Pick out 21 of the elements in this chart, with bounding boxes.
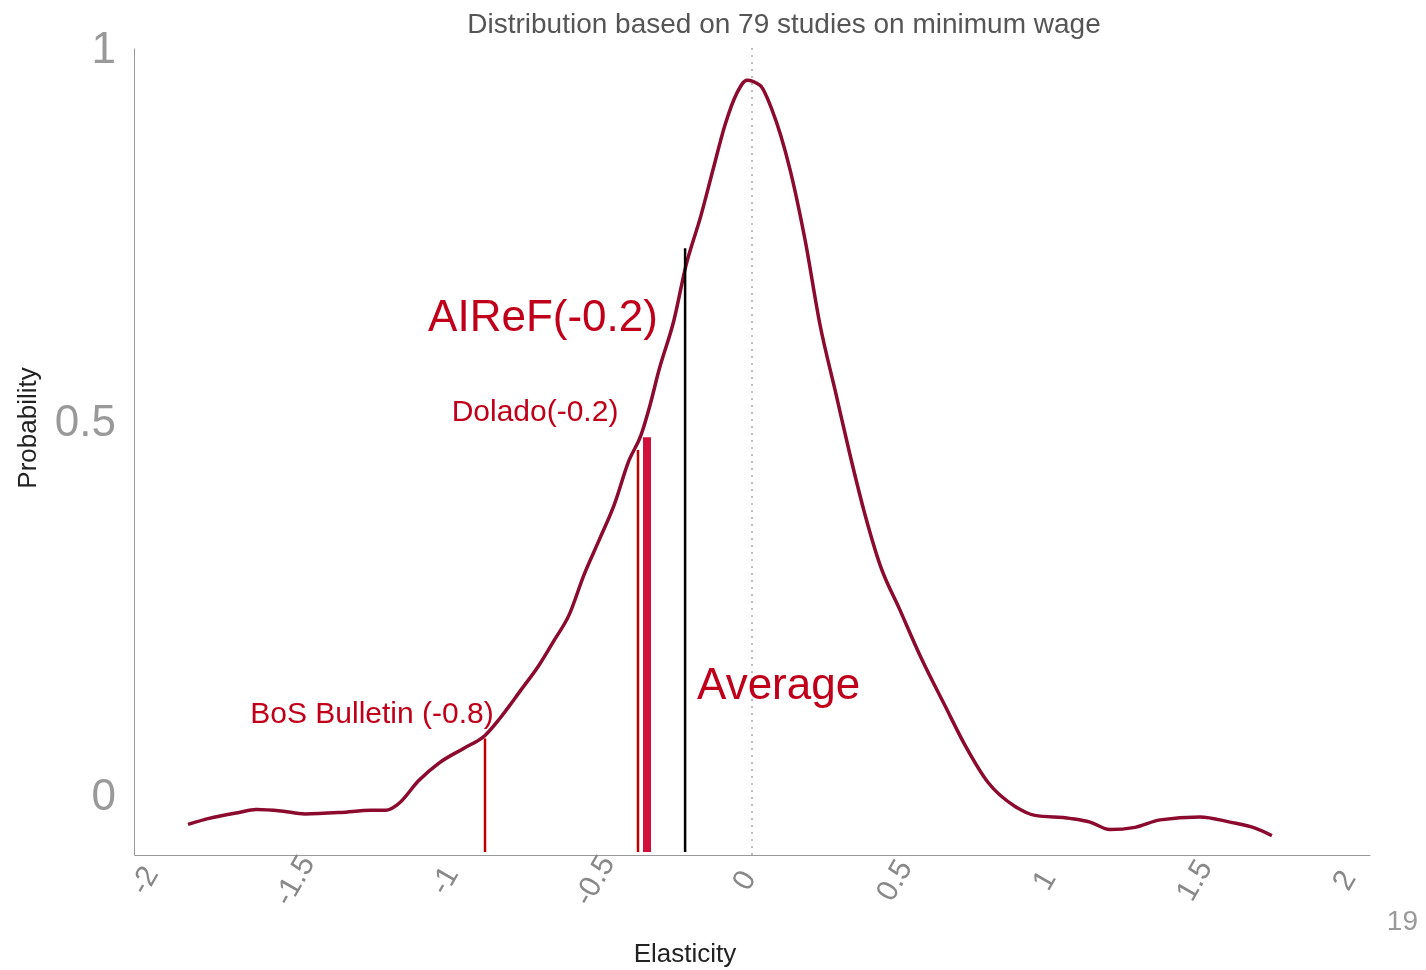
x-tick-label: -1	[422, 859, 465, 900]
y-tick-label: 1	[91, 22, 116, 72]
x-tick-label: -1.5	[266, 849, 321, 911]
x-tick-label: 1	[1024, 864, 1062, 896]
y-tick-label: 0	[91, 769, 116, 819]
annotation: Dolado(-0.2)	[451, 393, 619, 427]
x-tick-label: 1.5	[1168, 853, 1219, 907]
x-tick-label: 2	[1324, 864, 1362, 896]
annotation: AIReF(-0.2)	[428, 290, 658, 340]
text: 19	[1386, 905, 1418, 936]
annotation: Average	[697, 658, 861, 708]
x-tick-label: 0	[724, 864, 762, 896]
y-axis-title: Probability	[12, 367, 42, 489]
chart-title: Distribution based on 79 studies on minimum wage	[467, 8, 1101, 39]
x-axis-title: Elasticity	[633, 938, 737, 968]
line-series	[186, 78, 1274, 838]
y-tick-label: 0.5	[54, 396, 116, 446]
x-tick-label: -2	[122, 859, 165, 900]
x-tick-label: 0.5	[868, 853, 919, 907]
annotation: BoS Bulletin (-0.8)	[250, 695, 494, 729]
x-tick-label: -0.5	[566, 849, 621, 911]
